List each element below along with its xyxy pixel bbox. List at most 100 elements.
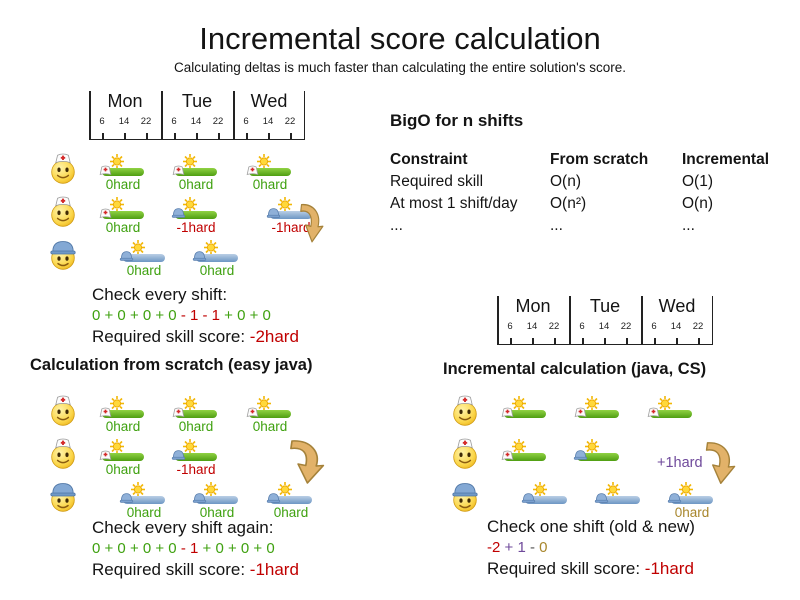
sun-icon (511, 396, 527, 411)
timeline-tick (246, 133, 248, 139)
equation-term: - 1 - 1 (180, 307, 221, 324)
timeline-separator (569, 296, 571, 344)
shift: 0hard (119, 240, 167, 281)
timeline-tick (604, 338, 606, 344)
sun-icon (678, 482, 694, 497)
sun-icon (109, 197, 125, 212)
equation-term: -2 (487, 539, 501, 556)
shift-score-label: 0hard (105, 220, 141, 235)
initial-result-text: Check every shift: 0 + 0 + 0 + 0 - 1 - 1… (92, 284, 299, 347)
employee-builder-icon (48, 480, 78, 512)
equation-term: 0 + 0 + 0 + 0 (92, 307, 181, 324)
timeline-hour-label: 14 (670, 321, 682, 332)
timeline-separator (497, 296, 499, 344)
shift-bar (102, 453, 144, 461)
shift-bar (671, 496, 713, 504)
score-label: Required skill score: (487, 559, 645, 578)
timeline-hour-label: 6 (651, 321, 657, 332)
employee-builder-icon (48, 238, 78, 270)
sun-icon (256, 396, 272, 411)
hard-hat-icon (171, 207, 186, 218)
bigo-cell: O(n²) (550, 195, 587, 212)
initial-score-line: Required skill score: -2hard (92, 326, 299, 347)
bigo-table: Constraint From scratch Incremental Require… (390, 149, 800, 237)
hard-hat-icon (192, 250, 207, 261)
timeline-day-label: Wed (250, 91, 288, 111)
sun-icon (182, 197, 198, 212)
sun-icon (657, 396, 673, 411)
shift-bar (270, 496, 312, 504)
sun-icon (182, 154, 198, 169)
incremental-result-text: Check one shift (old & new) -2 + 1 - 0 R… (487, 516, 695, 579)
score-label: Required skill score: (92, 560, 250, 579)
equation-term: 0 + 0 + 0 + 0 (92, 540, 181, 557)
hard-hat-icon (119, 250, 134, 261)
timeline-hour-label: 14 (526, 321, 538, 332)
shift-score-label: 0hard (273, 505, 309, 520)
nurse-hat-icon (573, 406, 588, 418)
initial-caption: Check every shift: (92, 285, 228, 304)
shift-score-label: 0hard (105, 462, 141, 477)
shift-bar (196, 254, 238, 262)
timeline-separator (303, 91, 305, 139)
equation-term: + 0 + 0 (220, 307, 271, 324)
shift (501, 396, 548, 437)
sun-icon (584, 396, 600, 411)
incremental-equation: -2 + 1 - 0 (487, 537, 695, 558)
shift: 0hard (192, 240, 240, 281)
shift-bar (504, 453, 546, 461)
nurse-hat-icon (171, 406, 186, 418)
employee-nurse-icon (48, 437, 78, 469)
bigo-cell: ... (390, 217, 403, 234)
score-value: -1hard (644, 559, 694, 578)
bigo-header-cell: Incremental (682, 151, 770, 168)
bigo-header-cell: From scratch (550, 151, 649, 168)
shift: -1hard (171, 439, 219, 480)
bigo-cell: O(n) (682, 195, 713, 212)
timeline-hour-label: 22 (212, 116, 224, 127)
shift-bar (650, 410, 692, 418)
hard-hat-icon (266, 207, 281, 218)
nurse-hat-icon (500, 449, 515, 461)
timeline-separator (161, 91, 163, 139)
shift-score-label: 0hard (178, 419, 214, 434)
timeline-separator (641, 296, 643, 344)
incremental-caption: Check one shift (old & new) (487, 517, 695, 536)
shift-bar (102, 211, 144, 219)
shift-bar (196, 496, 238, 504)
initial-equation: 0 + 0 + 0 + 0 - 1 - 1 + 0 + 0 (92, 305, 299, 326)
hard-hat-icon (573, 449, 588, 460)
move-arrow-icon (698, 440, 736, 490)
timeline-hour-label: 14 (190, 116, 202, 127)
sun-icon (130, 482, 146, 497)
slide-subtitle: Calculating deltas is much faster than c… (173, 60, 627, 75)
shift: 0hard (245, 396, 293, 437)
timeline-tick (196, 133, 198, 139)
timeline-hour-label: 6 (243, 116, 249, 127)
shift: 0hard (99, 197, 146, 238)
employee-nurse-icon (48, 152, 78, 184)
incremental-score-line: Required skill score: -1hard (487, 558, 695, 579)
timeline-hour-label: 6 (579, 321, 585, 332)
timeline-tick (510, 338, 512, 344)
shift: 0hard (99, 396, 146, 437)
nurse-hat-icon (646, 406, 661, 418)
shift-bar (504, 410, 546, 418)
scratch-result-text: Check every shift again: 0 + 0 + 0 + 0 -… (92, 517, 299, 580)
timeline-tick (698, 338, 700, 344)
timeline-hour-label: 22 (284, 116, 296, 127)
timeline-tick (124, 133, 126, 139)
timeline-separator (89, 91, 91, 139)
timeline-hour-label: 6 (99, 116, 105, 127)
sun-icon (277, 482, 293, 497)
timeline-day-label: Tue (589, 296, 621, 316)
hard-hat-icon (594, 492, 609, 503)
equation-term: + 0 + 0 + 0 (198, 540, 275, 557)
shift-score-label: -1hard (271, 220, 311, 235)
nurse-hat-icon (245, 406, 260, 418)
shift: -1hard (266, 197, 314, 238)
timeline-day-label: Mon (107, 91, 143, 111)
hard-hat-icon (119, 492, 134, 503)
bigo-heading: BigO for n shifts (390, 111, 524, 130)
bigo-cell: ... (550, 217, 563, 234)
